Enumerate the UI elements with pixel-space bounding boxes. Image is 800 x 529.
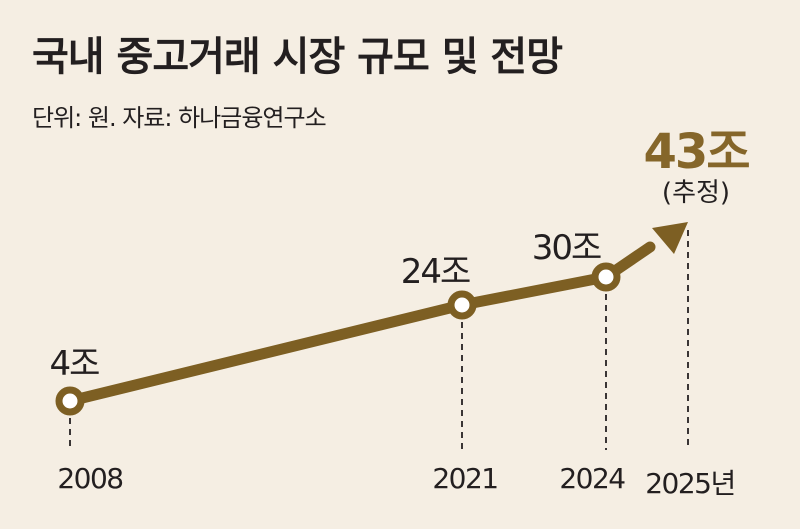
x-tick-2008: 2008: [57, 462, 124, 495]
chart-subtitle: 단위: 원. 자료: 하나금융연구소: [32, 104, 327, 132]
x-tick-2021: 2021: [432, 462, 499, 495]
x-tick-2025: 2025년: [645, 467, 736, 500]
value-label-2021: 24조: [400, 252, 472, 292]
marker-2021: [447, 290, 477, 320]
data-markers: [55, 262, 621, 416]
marker-2008: [55, 386, 85, 416]
x-tick-2024: 2024: [559, 462, 626, 495]
value-label-2008: 4조: [49, 344, 101, 384]
chart-title: 국내 중고거래 시장 규모 및 전망: [32, 34, 563, 80]
guide-lines: [69, 230, 689, 450]
estimate-note: (추정): [661, 178, 731, 208]
value-label-2024: 30조: [531, 228, 603, 268]
marker-2024: [591, 262, 621, 292]
arrow-head-icon: [652, 222, 688, 254]
trend-line: [64, 241, 656, 407]
value-label-2025-highlight: 43조: [643, 124, 751, 180]
